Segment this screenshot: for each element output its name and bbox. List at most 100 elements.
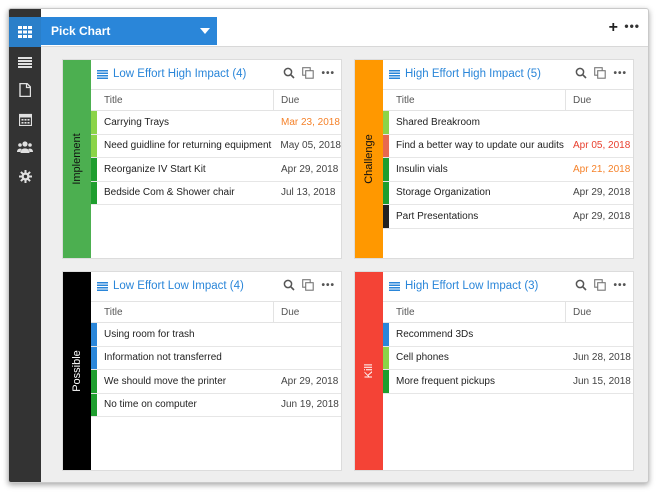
- side-label-text: Possible: [71, 350, 83, 392]
- grid-icon[interactable]: [9, 17, 41, 47]
- column-header-due[interactable]: Due: [281, 306, 300, 318]
- copy-icon[interactable]: [594, 67, 607, 80]
- task-due-date: May 05, 2018: [280, 140, 341, 152]
- list-icon[interactable]: [9, 49, 41, 75]
- task-title[interactable]: Shared Breakroom: [396, 116, 480, 128]
- column-header-title[interactable]: Title: [91, 90, 274, 110]
- table-row[interactable]: Information not transferred: [91, 346, 341, 370]
- search-icon[interactable]: [575, 67, 588, 80]
- more-options-icon[interactable]: •••: [624, 19, 640, 33]
- table-row[interactable]: Using room for trash: [91, 323, 341, 347]
- task-title[interactable]: We should move the printer: [104, 375, 227, 387]
- task-title[interactable]: Reorganize IV Start Kit: [104, 163, 206, 175]
- chevron-down-icon[interactable]: [200, 28, 210, 34]
- panel-header: High Effort Low Impact (3) •••: [383, 272, 633, 300]
- panel-tools: •••: [283, 279, 335, 292]
- tab-label: Pick Chart: [51, 24, 111, 38]
- copy-icon[interactable]: [302, 279, 315, 292]
- people-icon[interactable]: [9, 134, 41, 160]
- task-title[interactable]: Using room for trash: [104, 328, 195, 340]
- table-row[interactable]: Insulin vials Apr 21, 2018: [383, 158, 633, 182]
- copy-icon[interactable]: [594, 279, 607, 292]
- list-icon: [97, 69, 108, 79]
- side-label-text: Challenge: [363, 134, 375, 184]
- row-color-bar: [91, 346, 97, 369]
- task-title[interactable]: Need guidline for returning equipment: [104, 140, 272, 152]
- table-row[interactable]: Find a better way to update our audits Ap…: [383, 134, 633, 158]
- row-color-bar: [383, 346, 389, 369]
- panel-header: High Effort High Impact (5) •••: [383, 60, 633, 88]
- search-icon[interactable]: [575, 279, 588, 292]
- task-table: Title Due Recommend 3Ds Cell phones Jun 28, …: [383, 301, 633, 394]
- row-color-bar: [91, 111, 97, 134]
- row-color-bar: [383, 158, 389, 181]
- task-title[interactable]: More frequent pickups: [396, 375, 495, 387]
- panel-possible: Possible Low Effort Low Impact (4) ••• Titl…: [62, 271, 342, 471]
- task-title[interactable]: Storage Organization: [396, 187, 491, 199]
- column-header-due[interactable]: Due: [573, 94, 592, 106]
- panel-title[interactable]: High Effort High Impact (5): [405, 68, 541, 80]
- side-label-kill: Kill: [355, 272, 383, 470]
- copy-icon[interactable]: [302, 67, 315, 80]
- table-row[interactable]: Need guidline for returning equipment May…: [91, 134, 341, 158]
- table-header: Title Due: [91, 301, 341, 323]
- task-table: Title Due Carrying Trays Mar 23, 2018 Need g…: [91, 89, 341, 205]
- table-row[interactable]: More frequent pickups Jun 15, 2018: [383, 370, 633, 394]
- task-title[interactable]: No time on computer: [104, 399, 197, 411]
- search-icon[interactable]: [283, 279, 296, 292]
- document-icon[interactable]: [9, 77, 41, 103]
- row-color-bar: [383, 205, 389, 228]
- task-due-date: Apr 29, 2018: [573, 210, 631, 222]
- side-label-possible: Possible: [63, 272, 91, 470]
- panel-header: Low Effort High Impact (4) •••: [91, 60, 341, 88]
- task-due-date: Apr 29, 2018: [281, 375, 339, 387]
- task-title[interactable]: Insulin vials: [396, 163, 448, 175]
- table-row[interactable]: We should move the printer Apr 29, 2018: [91, 370, 341, 394]
- panel-challenge: Challenge High Effort High Impact (5) ••• T…: [354, 59, 634, 259]
- task-title[interactable]: Information not transferred: [104, 352, 222, 364]
- column-header-title[interactable]: Title: [91, 302, 274, 322]
- column-header-title[interactable]: Title: [383, 90, 566, 110]
- panel-tools: •••: [575, 67, 627, 80]
- task-title[interactable]: Carrying Trays: [104, 116, 170, 128]
- panel-title[interactable]: High Effort Low Impact (3): [405, 280, 539, 292]
- row-color-bar: [383, 134, 389, 157]
- task-due-date: Jun 28, 2018: [573, 352, 631, 364]
- table-row[interactable]: Shared Breakroom: [383, 111, 633, 135]
- search-icon[interactable]: [283, 67, 296, 80]
- list-icon: [389, 281, 400, 291]
- task-table: Title Due Using room for trash Information …: [91, 301, 341, 417]
- task-title[interactable]: Recommend 3Ds: [396, 328, 474, 340]
- table-row[interactable]: Storage Organization Apr 29, 2018: [383, 181, 633, 205]
- list-icon: [97, 281, 108, 291]
- panel-kill: Kill High Effort Low Impact (3) ••• Title Du…: [354, 271, 634, 471]
- table-row[interactable]: Recommend 3Ds: [383, 323, 633, 347]
- row-color-bar: [91, 393, 97, 416]
- task-title[interactable]: Bedside Com & Shower chair: [104, 187, 235, 199]
- pick-chart-tab[interactable]: Pick Chart: [41, 17, 217, 45]
- more-options-icon[interactable]: •••: [321, 279, 335, 291]
- side-label-text: Implement: [71, 133, 83, 185]
- task-due-date: Jun 19, 2018: [281, 399, 339, 411]
- task-title[interactable]: Part Presentations: [396, 210, 479, 222]
- column-header-due[interactable]: Due: [281, 94, 300, 106]
- task-title[interactable]: Find a better way to update our audits: [396, 140, 564, 152]
- calendar-icon[interactable]: [9, 106, 41, 132]
- table-header: Title Due: [383, 301, 633, 323]
- more-options-icon[interactable]: •••: [613, 67, 627, 79]
- more-options-icon[interactable]: •••: [321, 67, 335, 79]
- table-row[interactable]: Cell phones Jun 28, 2018: [383, 346, 633, 370]
- gear-icon[interactable]: [9, 163, 41, 189]
- add-icon[interactable]: +: [608, 19, 618, 36]
- table-row[interactable]: Part Presentations Apr 29, 2018: [383, 205, 633, 229]
- task-title[interactable]: Cell phones: [396, 352, 449, 364]
- table-row[interactable]: Reorganize IV Start Kit Apr 29, 2018: [91, 158, 341, 182]
- table-row[interactable]: No time on computer Jun 19, 2018: [91, 393, 341, 417]
- panel-title[interactable]: Low Effort Low Impact (4): [113, 280, 244, 292]
- column-header-due[interactable]: Due: [573, 306, 592, 318]
- more-options-icon[interactable]: •••: [613, 279, 627, 291]
- table-row[interactable]: Bedside Com & Shower chair Jul 13, 2018: [91, 181, 341, 205]
- table-row[interactable]: Carrying Trays Mar 23, 2018: [91, 111, 341, 135]
- panel-title[interactable]: Low Effort High Impact (4): [113, 68, 247, 80]
- column-header-title[interactable]: Title: [383, 302, 566, 322]
